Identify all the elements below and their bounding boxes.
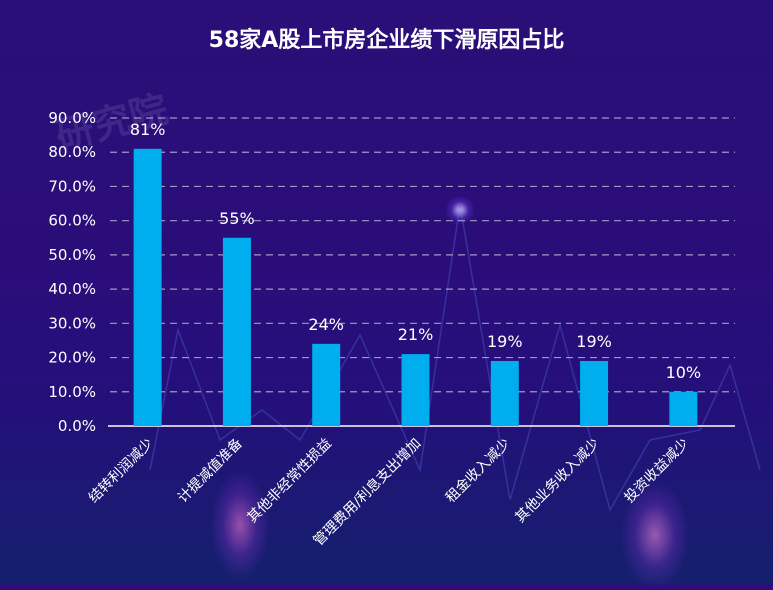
bar — [669, 391, 698, 426]
data-label: 19% — [576, 332, 612, 351]
bar — [580, 360, 609, 426]
grid-lines — [110, 117, 735, 393]
y-tick-label: 20.0% — [48, 349, 96, 367]
data-label: 81% — [130, 120, 166, 139]
bar-series — [133, 148, 698, 427]
x-tick-label: 结转利润减少 — [86, 436, 157, 507]
data-label: 21% — [398, 325, 434, 344]
x-tick-label: 其他业务收入减少 — [512, 436, 603, 527]
y-tick-label: 90.0% — [48, 109, 96, 127]
y-tick-label: 0.0% — [58, 417, 96, 435]
bar — [401, 354, 430, 426]
y-tick-label: 70.0% — [48, 177, 96, 195]
data-label: 55% — [219, 209, 255, 228]
x-tick-label: 租金收入减少 — [443, 436, 514, 507]
y-tick-label: 10.0% — [48, 383, 96, 401]
y-tick-label: 60.0% — [48, 212, 96, 230]
data-label: 24% — [308, 315, 344, 334]
data-labels: 81% 55% 24% 21% 19% 19% 10% — [130, 120, 701, 382]
bar — [222, 237, 251, 426]
background-wave — [149, 204, 761, 512]
bar — [312, 343, 341, 426]
y-tick-label: 50.0% — [48, 246, 96, 264]
data-label: 10% — [666, 363, 702, 382]
data-label: 19% — [487, 332, 523, 351]
chart-title: 58家A股上市房企业绩下滑原因占比 — [208, 28, 565, 53]
bar — [133, 148, 162, 427]
bar — [490, 360, 519, 426]
x-tick-label: 计提减值准备 — [174, 435, 245, 506]
x-tick-label: 其他非经常性损益 — [245, 436, 336, 527]
y-tick-label: 80.0% — [48, 143, 96, 161]
y-tick-label: 30.0% — [48, 314, 96, 332]
y-tick-label: 40.0% — [48, 280, 96, 298]
y-axis: 0.0% 10.0% 20.0% 30.0% 40.0% 50.0% 60.0% 70.0% 8… — [48, 109, 735, 435]
